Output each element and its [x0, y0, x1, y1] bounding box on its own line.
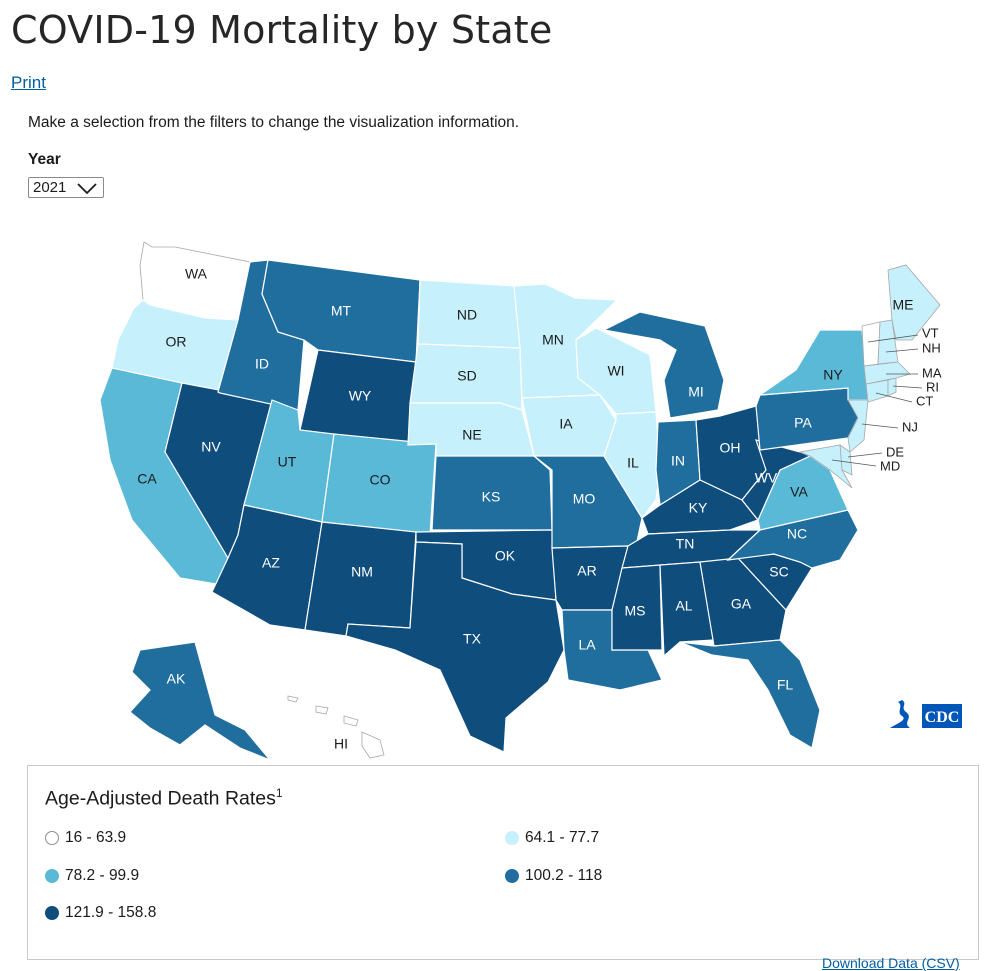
legend-item: 78.2 - 99.9 [45, 867, 139, 885]
legend-item: 16 - 63.9 [45, 829, 126, 847]
state-label-id: ID [255, 356, 269, 372]
legend-item: 121.9 - 158.8 [45, 904, 156, 922]
state-label-nd: ND [457, 307, 477, 323]
state-label-ma: MA [922, 365, 942, 380]
state-fl[interactable] [679, 639, 821, 749]
state-label-il: IL [627, 455, 639, 471]
state-mi[interactable] [602, 311, 725, 419]
legend-swatch [45, 831, 59, 845]
state-label-al: AL [675, 598, 692, 614]
state-label-mt: MT [331, 303, 352, 319]
state-label-ct: CT [916, 393, 933, 408]
page-title: COVID-19 Mortality by State [11, 8, 553, 52]
chevron-down-icon [77, 183, 97, 195]
state-vt[interactable] [861, 321, 881, 367]
state-shapes [99, 241, 941, 761]
state-al[interactable] [659, 561, 715, 658]
svg-text:CDC: CDC [925, 709, 960, 726]
state-label-wy: WY [349, 388, 372, 404]
instructions-text: Make a selection from the filters to cha… [28, 114, 520, 131]
state-label-ms: MS [625, 603, 646, 619]
state-ri[interactable] [887, 377, 897, 397]
cdc-logo-icon: CDC [890, 700, 962, 728]
connector-lines [831, 334, 923, 467]
state-labels: WA OR CA NV ID MT WY UT CO AZ NM ND SD NE KS OK TX MN IA MO… [137, 266, 942, 752]
state-label-fl: FL [777, 677, 794, 693]
print-link[interactable]: Print [11, 73, 46, 92]
legend-swatch [45, 906, 59, 920]
state-me[interactable] [887, 264, 941, 341]
legend-label: 78.2 - 99.9 [65, 867, 140, 884]
legend-title: Age-Adjusted Death Rates1 [45, 786, 283, 810]
state-label-pa: PA [794, 415, 812, 431]
state-il[interactable] [603, 411, 661, 520]
state-label-ks: KS [482, 489, 501, 505]
state-label-sd: SD [457, 368, 476, 384]
year-select-value: 2021 [33, 179, 67, 196]
legend-swatch [505, 831, 519, 845]
legend-label: 64.1 - 77.7 [525, 829, 600, 846]
state-label-me: ME [893, 297, 914, 313]
us-choropleth-map: WA OR CA NV ID MT WY UT CO AZ NM ND SD NE KS OK TX MN IA MO… [99, 241, 942, 761]
state-label-ar: AR [577, 563, 596, 579]
legend-swatch [505, 869, 519, 883]
state-label-ok: OK [495, 548, 516, 564]
legend-label: 16 - 63.9 [65, 829, 127, 846]
state-ks[interactable] [431, 455, 553, 531]
state-label-ak: AK [167, 671, 186, 687]
state-label-md: MD [880, 458, 900, 473]
state-ny[interactable] [757, 329, 869, 401]
state-tx[interactable] [345, 541, 565, 753]
legend-item: 64.1 - 77.7 [505, 829, 599, 847]
state-label-va: VA [790, 484, 808, 500]
state-label-sc: SC [769, 564, 788, 580]
state-label-ut: UT [278, 454, 297, 470]
state-label-ia: IA [559, 416, 573, 432]
state-label-mi: MI [688, 384, 704, 400]
state-label-nm: NM [351, 564, 373, 580]
year-select[interactable]: 2021 [28, 177, 104, 198]
state-label-mo: MO [573, 491, 596, 507]
state-label-co: CO [370, 472, 391, 488]
state-label-ny: NY [823, 367, 843, 383]
legend-swatch [45, 869, 59, 883]
state-nh[interactable] [877, 319, 899, 365]
state-ak[interactable] [129, 641, 271, 761]
state-label-mn: MN [542, 332, 564, 348]
state-label-nv: NV [201, 439, 221, 455]
state-label-az: AZ [262, 555, 280, 571]
year-filter-label: Year [28, 151, 61, 168]
state-hi[interactable] [287, 695, 385, 759]
state-label-ga: GA [731, 596, 752, 612]
state-label-nh: NH [922, 340, 941, 355]
state-label-in: IN [671, 453, 685, 469]
state-label-ri: RI [926, 379, 939, 394]
state-label-tx: TX [463, 631, 482, 647]
state-label-oh: OH [720, 440, 741, 456]
download-data-link[interactable]: Download Data (CSV) [822, 955, 960, 971]
state-label-ne: NE [462, 427, 481, 443]
state-label-wa: WA [185, 266, 208, 282]
state-label-nc: NC [787, 526, 807, 542]
state-label-ky: KY [689, 500, 708, 516]
state-label-wv: WV [755, 470, 778, 486]
state-label-la: LA [578, 637, 596, 653]
legend-item: 100.2 - 118 [505, 867, 602, 885]
state-label-hi: HI [334, 736, 348, 752]
state-label-ca: CA [137, 471, 157, 487]
state-label-or: OR [166, 334, 187, 350]
state-label-vt: VT [922, 325, 939, 340]
legend-panel: Age-Adjusted Death Rates1 16 - 63.9 64.1… [27, 765, 979, 960]
legend-label: 121.9 - 158.8 [65, 904, 157, 921]
state-label-tn: TN [676, 536, 695, 552]
footnote-marker: 1 [275, 786, 283, 800]
legend-label: 100.2 - 118 [525, 867, 603, 884]
state-label-de: DE [886, 444, 904, 459]
state-label-wi: WI [607, 363, 624, 379]
state-label-nj: NJ [902, 419, 918, 434]
state-md[interactable] [798, 444, 853, 489]
